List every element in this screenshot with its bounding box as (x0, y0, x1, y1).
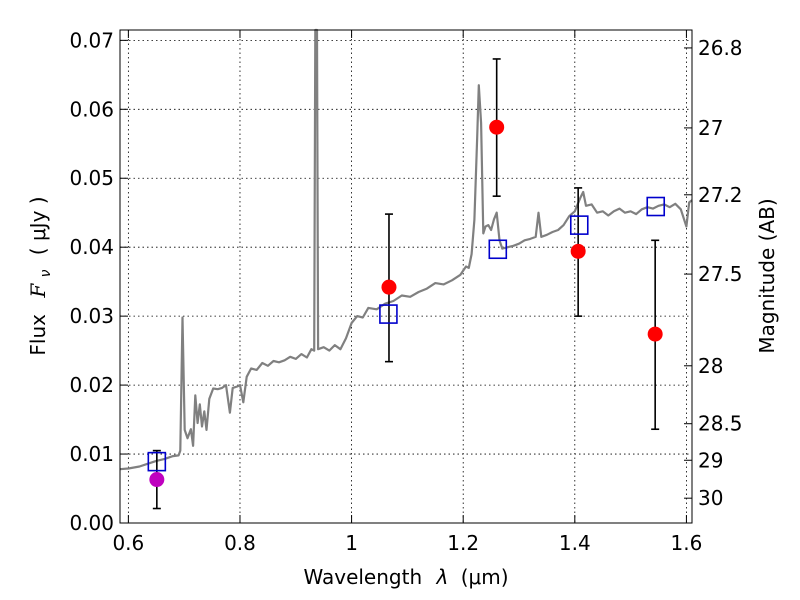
errorbar-layer (152, 58, 660, 510)
spectrum-layer (119, 28, 693, 471)
y-tick-label: 0.05 (69, 166, 114, 190)
y-tick-label: 0.07 (69, 28, 114, 52)
y-tick-label: 0.06 (69, 97, 114, 121)
model-box (379, 304, 398, 324)
observed-point-layer (149, 119, 663, 488)
spectrum-line (119, 28, 693, 471)
y2-tick-label: 29 (698, 448, 723, 472)
x-axis-label-unit: (μm) (461, 565, 509, 589)
grid-lines (120, 30, 692, 523)
y-tick-label: 0.04 (69, 235, 114, 259)
observed-point (489, 119, 505, 135)
x-tick-label: 1.4 (559, 531, 591, 555)
y-axis-label-subscript: ν (38, 269, 54, 277)
y2-tick-label: 28.5 (698, 412, 743, 436)
y-tick-label: 0.01 (69, 442, 114, 466)
y-tick-label: 0.00 (69, 511, 114, 535)
y2-axis-label: Magnitude (AB) (755, 198, 779, 353)
x-tick-label: 1.2 (447, 531, 479, 555)
model-box (569, 215, 589, 235)
x-tick-label: 1 (345, 531, 358, 555)
y-axis-label-symbol: F (26, 283, 50, 299)
observed-point (647, 326, 663, 342)
x-axis-label: Wavelength λ (μm) (303, 565, 508, 589)
y-tick-label: 0.03 (69, 304, 114, 328)
y2-tick-label: 26.8 (698, 36, 743, 60)
y2-tick-label: 27.5 (698, 262, 743, 286)
y-tick-label: 0.02 (69, 373, 114, 397)
observed-point (570, 243, 586, 259)
y-axis-label-unit: ( μJy ) (26, 196, 50, 255)
model-box (147, 451, 167, 472)
x-tick-label: 0.6 (112, 531, 144, 555)
y2-tick-label: 27.2 (698, 183, 743, 207)
y-axis-label: Flux F ν ( μJy ) (26, 196, 55, 355)
model-box-layer (147, 196, 666, 472)
observed-point (149, 472, 165, 488)
y-axis-label-text: Flux (26, 314, 50, 356)
model-box (488, 239, 508, 260)
x-axis-label-text: Wavelength (303, 565, 422, 589)
x-tick-label: 0.8 (224, 531, 256, 555)
y2-tick-label: 28 (698, 354, 723, 378)
x-axis-label-symbol: λ (436, 565, 449, 589)
plot-frame (119, 29, 693, 524)
axis-ticks: 0.6 0.8 1 1.2 1.4 1.6 0.00 0.01 0.02 0.03 0.04 0.05… (69, 28, 742, 555)
observed-point (381, 279, 397, 295)
x-tick-label: 1.6 (671, 531, 703, 555)
model-box (646, 196, 666, 217)
y2-tick-label: 30 (698, 486, 723, 510)
y2-tick-label: 27 (698, 116, 723, 140)
